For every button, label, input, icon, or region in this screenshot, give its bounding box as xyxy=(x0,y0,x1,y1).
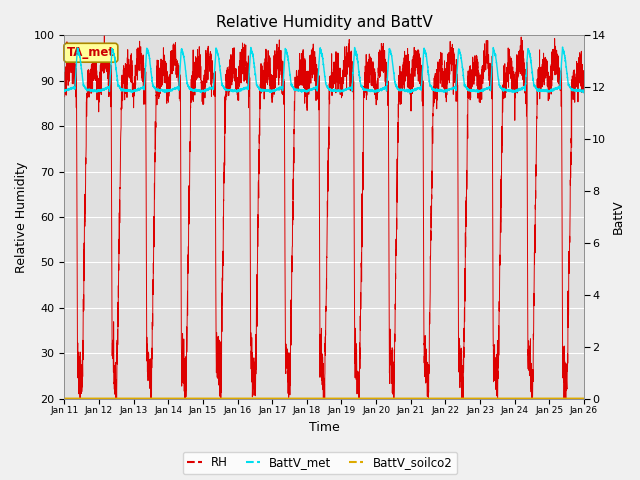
Title: Relative Humidity and BattV: Relative Humidity and BattV xyxy=(216,15,433,30)
X-axis label: Time: Time xyxy=(308,421,339,434)
Legend: RH, BattV_met, BattV_soilco2: RH, BattV_met, BattV_soilco2 xyxy=(182,452,458,474)
Text: TA_met: TA_met xyxy=(67,46,115,59)
Y-axis label: BattV: BattV xyxy=(612,200,625,234)
Y-axis label: Relative Humidity: Relative Humidity xyxy=(15,161,28,273)
